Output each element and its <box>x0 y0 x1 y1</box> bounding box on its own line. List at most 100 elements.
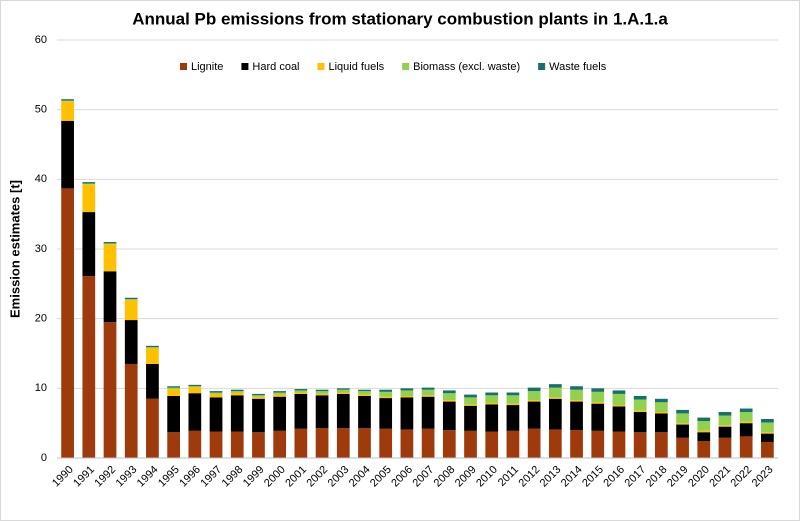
bar-segment <box>209 393 223 398</box>
bar-segment <box>124 297 138 300</box>
bar-segment <box>612 406 626 432</box>
bar-segment <box>527 400 541 402</box>
bar-segment <box>655 398 668 403</box>
bar-segment <box>336 393 350 429</box>
bar-segment <box>612 390 626 394</box>
bar-segment <box>761 433 774 442</box>
legend-label: Waste fuels <box>549 61 607 73</box>
y-tick-label: 10 <box>35 382 47 394</box>
bar-segment <box>336 392 350 394</box>
bar-segment <box>82 276 96 458</box>
y-tick-label: 20 <box>35 313 47 325</box>
bar-segment <box>527 428 541 458</box>
bar-segment <box>230 431 244 458</box>
bar-segment <box>252 398 265 433</box>
bar-segment <box>548 429 562 458</box>
bar-segment <box>676 424 689 438</box>
bar-segment <box>400 388 414 391</box>
bar-segment <box>230 395 244 432</box>
bar-segment <box>506 403 520 406</box>
bar-segment <box>718 412 732 416</box>
bar-segment <box>400 429 414 458</box>
bar-segment <box>718 425 732 427</box>
bar-segment <box>252 396 265 399</box>
bar-segment <box>464 405 477 431</box>
bar-segment <box>188 386 202 394</box>
bar-segment <box>739 421 753 424</box>
bar-segment <box>358 428 371 458</box>
bar-segment <box>485 402 499 405</box>
bar-segment <box>273 394 287 397</box>
bar-segment <box>485 392 499 396</box>
bar-segment <box>442 400 456 402</box>
bar-segment <box>697 417 711 422</box>
bar-segment <box>124 320 138 364</box>
bar-segment <box>485 395 499 403</box>
bar-segment <box>209 392 223 394</box>
legend-swatch <box>402 63 410 70</box>
bar-segment <box>633 412 647 433</box>
bar-segment <box>188 386 202 387</box>
y-tick-label: 50 <box>35 104 47 116</box>
bar-segment <box>676 413 689 424</box>
bar-segment <box>146 398 159 458</box>
bar-segment <box>761 418 774 423</box>
bar-segment <box>167 395 180 433</box>
bar-segment <box>103 322 117 458</box>
bar-segment <box>336 388 350 390</box>
bar-segment <box>188 430 202 458</box>
bar-segment <box>506 405 520 431</box>
bar-segment <box>379 396 393 399</box>
bar-segment <box>464 404 477 406</box>
bar-segment <box>570 386 583 390</box>
bar-segment <box>61 99 74 101</box>
bar-segment <box>527 387 541 392</box>
bar-segment <box>379 389 393 392</box>
bar-segment <box>61 100 74 102</box>
bar-segment <box>485 404 499 432</box>
bar-segment <box>591 388 605 392</box>
bar-segment <box>676 423 689 425</box>
bar-segment <box>61 188 74 458</box>
legend-swatch <box>241 63 249 70</box>
bar-segment <box>485 431 499 458</box>
bar-segment <box>167 386 180 388</box>
bar-segment <box>718 437 732 458</box>
bar-segment <box>379 428 393 458</box>
bar-segment <box>421 387 435 390</box>
bar-segment <box>442 401 456 431</box>
bar-segment <box>655 412 668 414</box>
bar-segment <box>124 299 138 300</box>
y-tick-label: 0 <box>41 452 47 464</box>
bar-segment <box>379 398 393 429</box>
bar-segment <box>591 402 605 404</box>
bar-segment <box>61 101 74 121</box>
bar-segment <box>739 412 753 422</box>
bar-segment <box>82 212 96 277</box>
bar-segment <box>209 397 223 432</box>
bar-segment <box>103 243 117 245</box>
bar-segment <box>400 397 414 430</box>
bar-segment <box>188 384 202 387</box>
bar-segment <box>358 394 371 396</box>
bar-segment <box>697 430 711 433</box>
bar-segment <box>61 120 74 189</box>
bar-segment <box>146 363 159 399</box>
bar-segment <box>548 397 562 399</box>
bar-segment <box>358 395 371 429</box>
bar-segment <box>506 395 520 404</box>
bar-segment <box>230 391 244 393</box>
bar-segment <box>612 405 626 407</box>
legend-label: Lignite <box>191 61 223 73</box>
bar-segment <box>273 430 287 458</box>
bar-segment <box>315 391 329 394</box>
legend-swatch <box>317 63 325 70</box>
bar-segment <box>548 384 562 388</box>
bar-segment <box>697 421 711 431</box>
bar-segment <box>146 345 159 348</box>
bar-segment <box>676 437 689 458</box>
bar-segment <box>294 393 308 429</box>
bar-segment <box>294 392 308 394</box>
bar-segment <box>761 432 774 434</box>
